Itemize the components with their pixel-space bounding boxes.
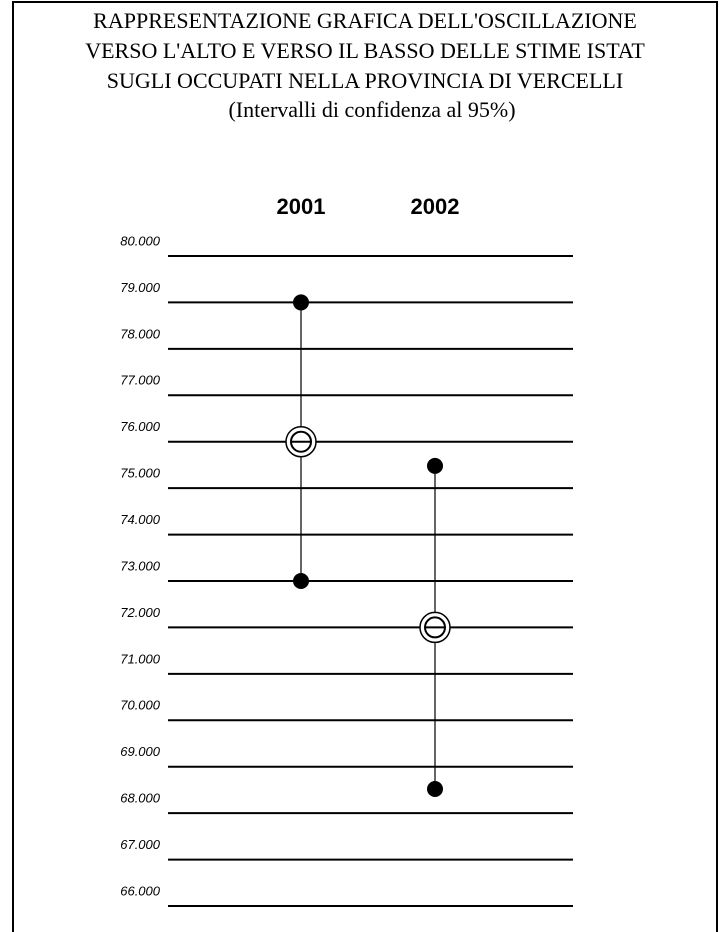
chart-title: VERSO L'ALTO E VERSO IL BASSO DELLE STIM… <box>85 38 645 63</box>
y-tick-label: 69.000 <box>120 744 161 759</box>
y-tick-label: 77.000 <box>120 373 161 388</box>
y-tick-label: 73.000 <box>120 558 161 573</box>
chart-title: RAPPRESENTAZIONE GRAFICA DELL'OSCILLAZIO… <box>93 8 637 33</box>
y-tick-label: 66.000 <box>120 883 161 898</box>
x-category-label: 2001 <box>277 194 326 219</box>
y-tick-label: 78.000 <box>120 326 161 341</box>
x-category-label: 2002 <box>411 194 460 219</box>
chart-title: SUGLI OCCUPATI NELLA PROVINCIA DI VERCEL… <box>107 68 623 93</box>
high-marker <box>293 294 309 311</box>
y-tick-label: 79.000 <box>120 280 161 295</box>
y-tick-label: 71.000 <box>120 651 161 666</box>
chart-subtitle: (Intervalli di confidenza al 95%) <box>228 97 515 122</box>
high-marker <box>427 457 443 474</box>
y-tick-label: 76.000 <box>120 419 161 434</box>
low-marker <box>293 573 309 589</box>
y-tick-label: 68.000 <box>120 791 161 806</box>
y-tick-label: 72.000 <box>120 605 161 620</box>
y-tick-label: 67.000 <box>120 837 161 852</box>
y-tick-label: 70.000 <box>120 698 161 713</box>
y-tick-label: 80.000 <box>120 233 161 248</box>
y-tick-label: 75.000 <box>120 466 161 481</box>
low-marker <box>427 781 443 797</box>
y-tick-label: 74.000 <box>120 512 161 527</box>
frame <box>12 1 718 932</box>
